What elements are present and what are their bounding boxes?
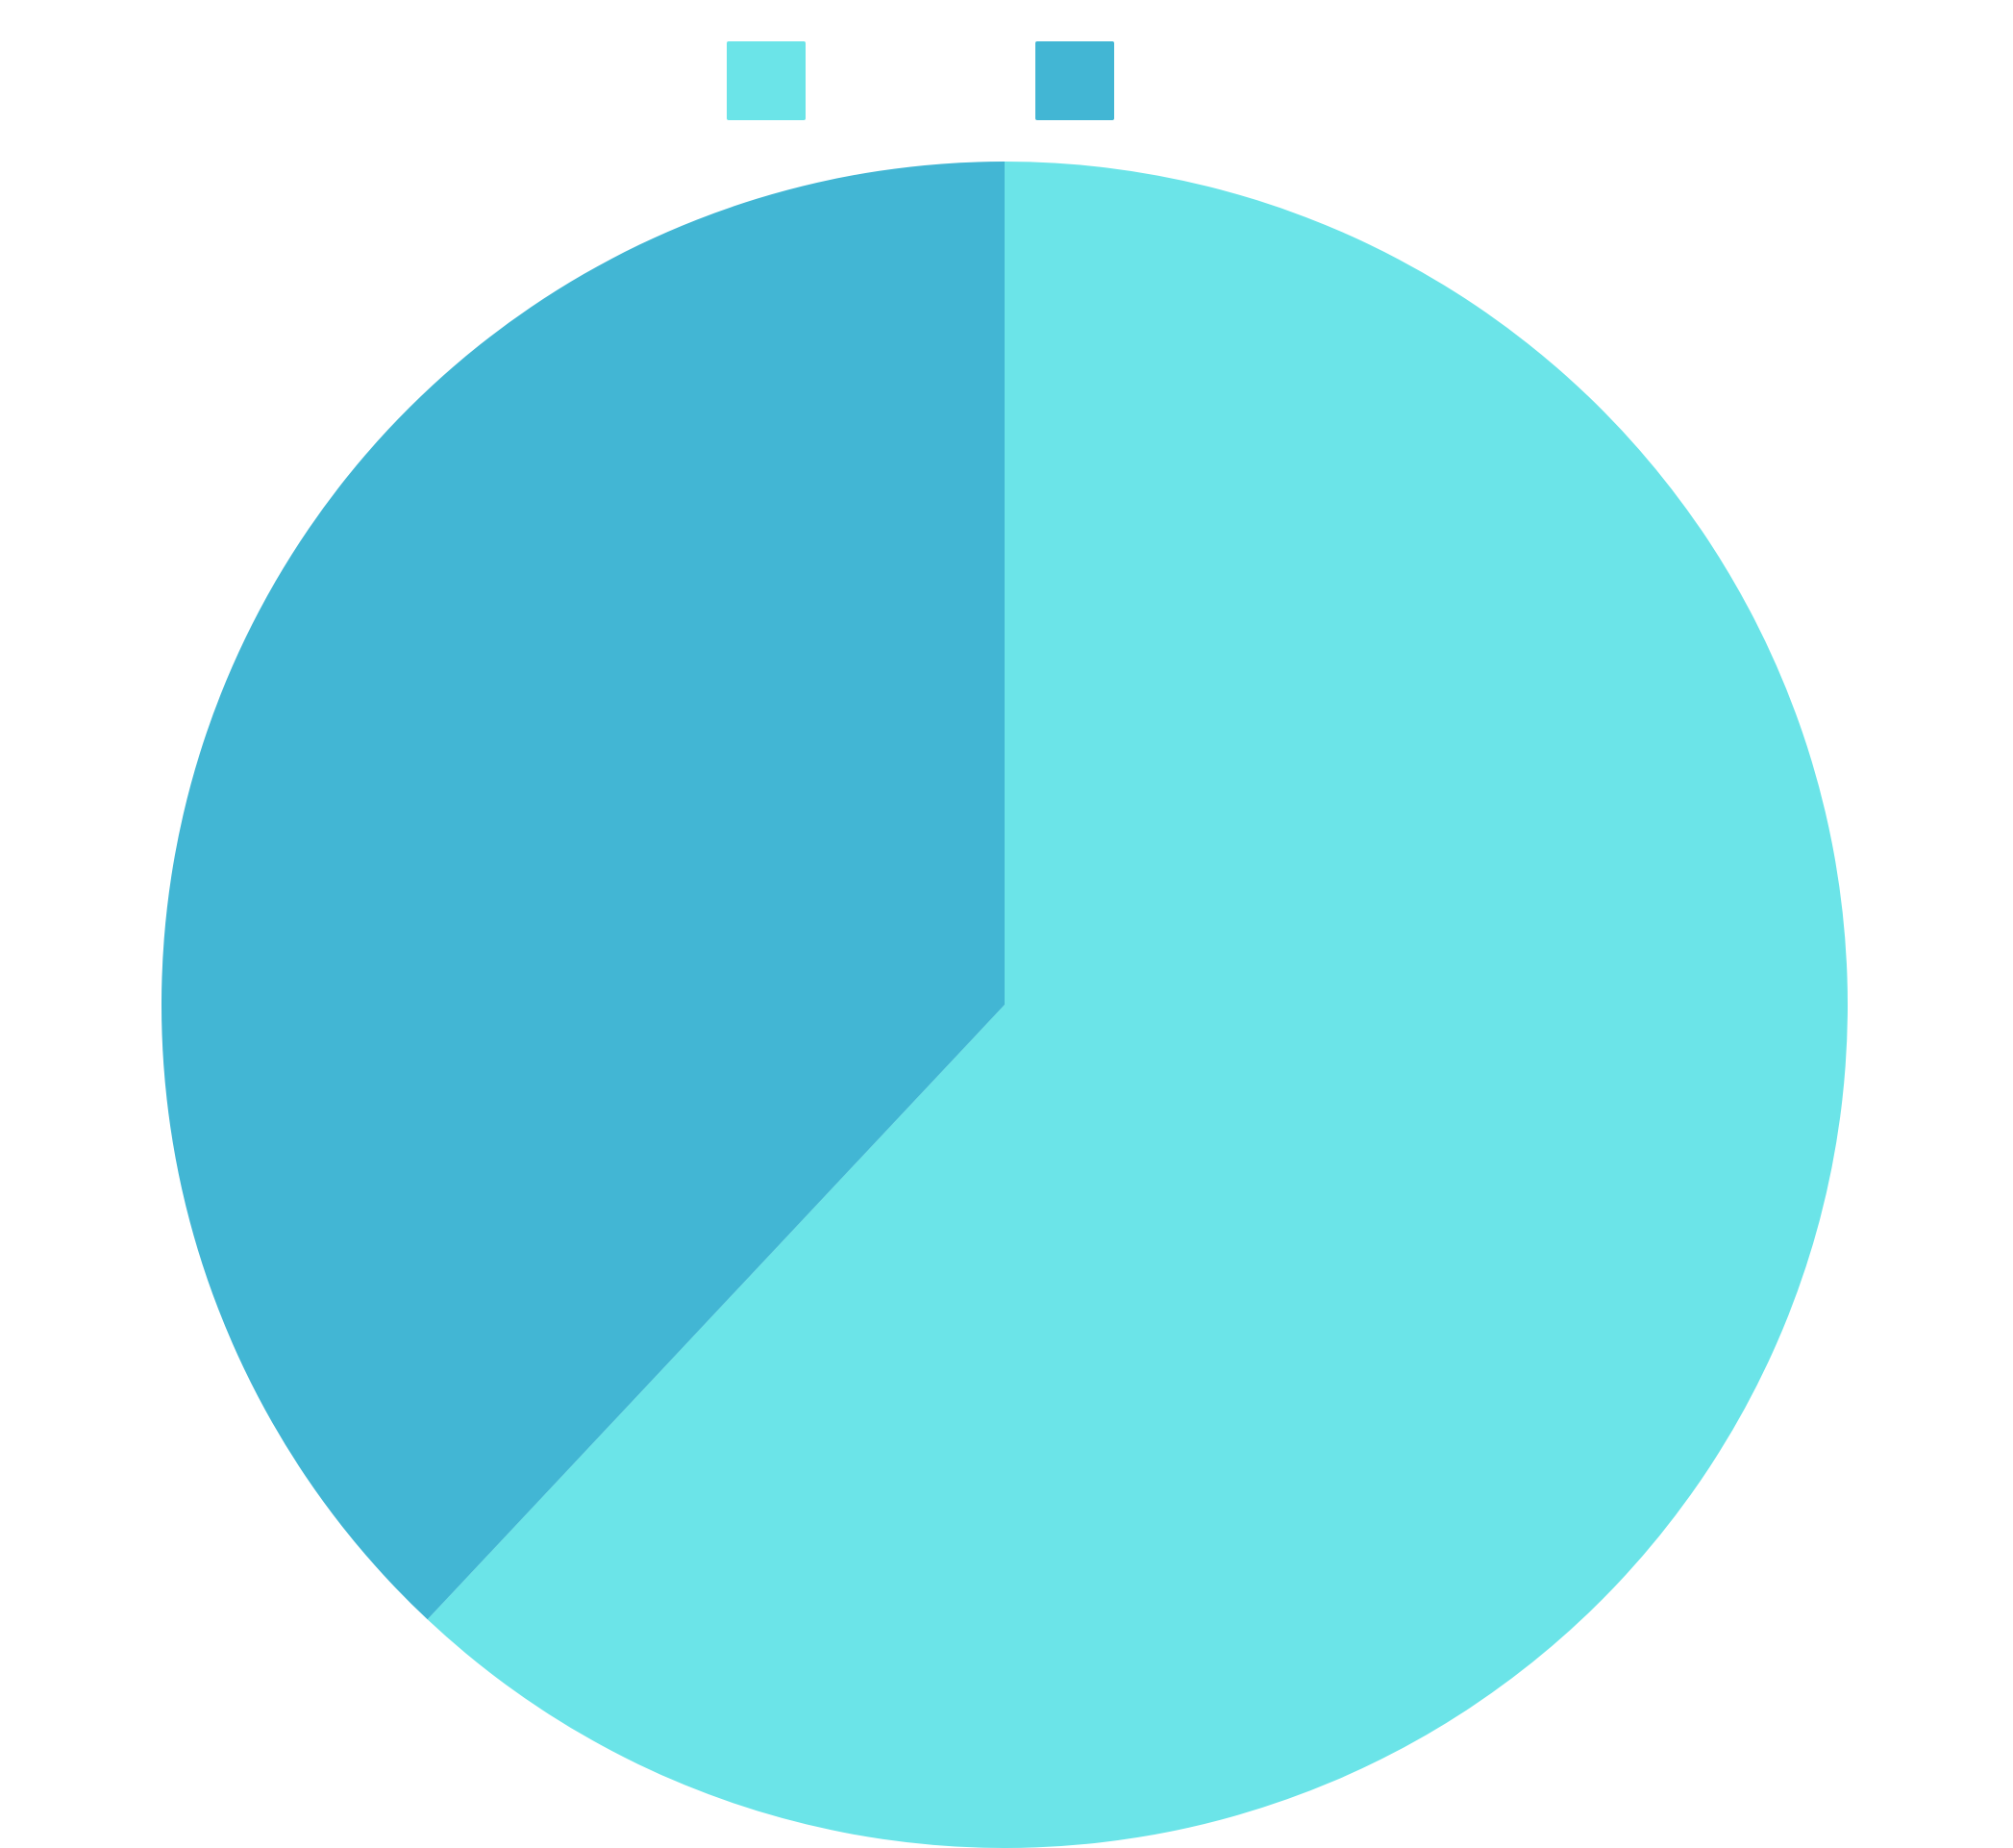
legend-swatch-1 <box>727 41 806 120</box>
pie-slice-2 <box>161 162 1005 1620</box>
pie-slices <box>161 162 1848 1848</box>
legend-swatch-2 <box>1035 41 1114 120</box>
legend-item-2 <box>1035 41 1114 120</box>
pie-slice-1 <box>427 162 1848 1848</box>
legend <box>727 41 1114 120</box>
legend-item-1 <box>727 41 806 120</box>
